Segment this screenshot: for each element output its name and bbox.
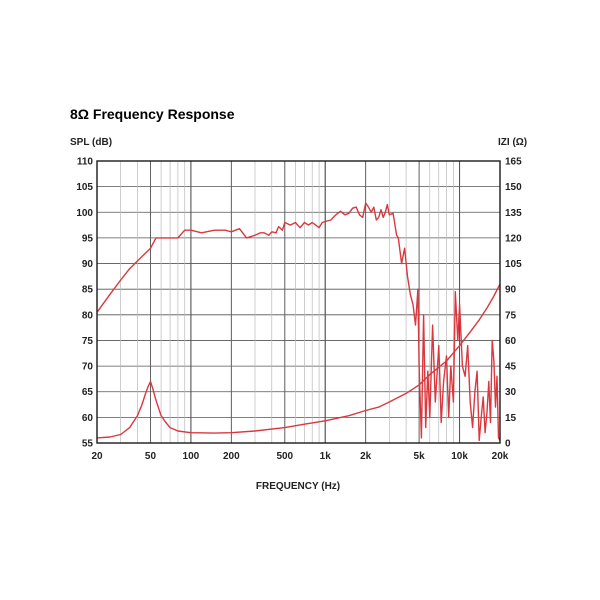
x-tick-label: 5k [414,451,426,462]
curve-layer [96,202,501,442]
y-tick-label-left: 65 [82,387,94,398]
y-tick-label-right: 30 [505,387,517,398]
x-axis-label: FREQUENCY (Hz) [256,481,340,492]
y-tick-label-right: 120 [505,233,522,244]
x-tick-label: 100 [183,451,200,462]
y-tick-label-right: 90 [505,285,517,296]
y-tick-label-left: 95 [82,233,94,244]
y-tick-label-right: 135 [505,208,522,219]
x-tick-label: 20k [492,451,509,462]
grid-layer [96,160,501,444]
x-tick-label: 500 [276,451,293,462]
y-tick-label-right: 60 [505,336,517,347]
y-tick-label-left: 70 [82,362,94,373]
x-tick-label: 50 [145,451,157,462]
y-tick-label-right: 0 [505,439,511,450]
y-axis-label-left: SPL (dB) [70,137,112,148]
y-axis-label-right: IZI (Ω) [498,137,527,148]
y-tick-label-left: 85 [82,285,94,296]
x-tick-label: 10k [451,451,468,462]
impedance-curve [96,283,501,439]
chart-title: 8Ω Frequency Response [70,106,235,122]
spl-curve [96,202,501,442]
y-tick-label-left: 60 [82,413,94,424]
y-tick-label-left: 105 [76,182,93,193]
y-tick-label-left: 110 [77,157,94,168]
y-tick-label-right: 45 [505,362,517,373]
y-tick-label-left: 75 [82,336,94,347]
y-tick-label-left: 90 [82,259,94,270]
x-tick-label: 200 [223,451,240,462]
y-tick-label-left: 80 [82,310,94,321]
y-tick-label-right: 150 [505,182,522,193]
y-tick-label-right: 105 [505,259,522,270]
y-tick-label-right: 165 [505,157,522,168]
y-tick-label-right: 75 [505,310,517,321]
frame-layer [96,160,501,444]
x-tick-label: 1k [320,451,332,462]
x-tick-label: 20 [91,451,103,462]
y-tick-label-left: 100 [76,208,93,219]
x-tick-label: 2k [360,451,372,462]
y-tick-label-right: 15 [505,413,517,424]
y-tick-label-left: 55 [82,439,94,450]
label-layer: 55 60 65 70 75 80 85 90 95 100 105 110 0 15 30 45 60 75 90… [76,157,522,463]
plot-frame [96,160,501,444]
